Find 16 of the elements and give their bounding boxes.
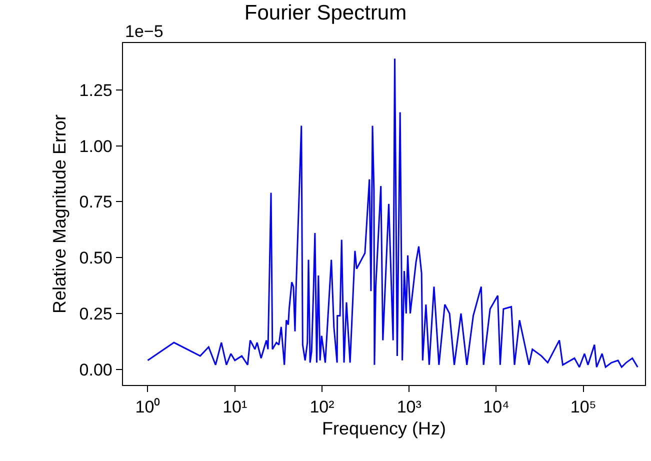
- chart-title: Fourier Spectrum: [244, 1, 407, 24]
- y-tick-label: 0.75: [79, 192, 112, 212]
- text: 1e−5: [125, 22, 164, 41]
- x-tick-label: 10²: [310, 398, 335, 417]
- y-tick-label: 0.25: [79, 304, 112, 324]
- x-tick-label: 10⁵: [570, 398, 596, 417]
- y-tick-label: 1.00: [79, 136, 112, 156]
- x-tick-label: 10⁴: [483, 398, 510, 417]
- x-tick-label: 10³: [396, 398, 422, 417]
- y-tick-label: 0.50: [79, 248, 112, 268]
- y-tick-label: 1.25: [79, 80, 112, 100]
- x-tick-label: 10¹: [222, 398, 248, 417]
- x-axis-title: Frequency (Hz): [322, 418, 446, 439]
- y-tick-label: 0.00: [79, 360, 112, 380]
- y-axis-title: Relative Magnitude Error: [50, 114, 70, 314]
- x-tick-label: 10⁰: [135, 398, 160, 417]
